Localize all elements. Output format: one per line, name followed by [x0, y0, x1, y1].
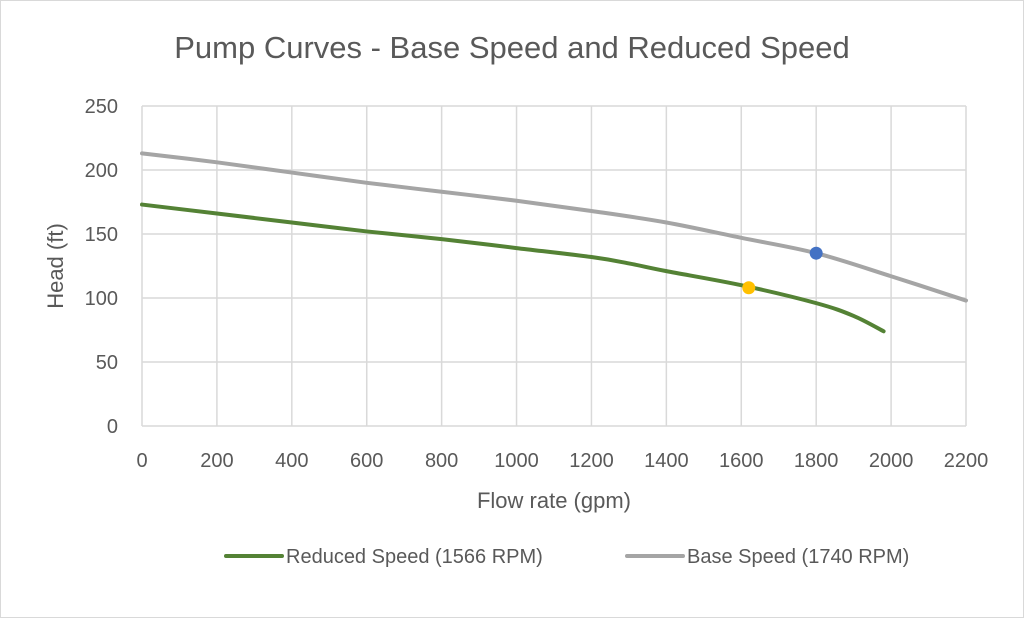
y-tick-label: 200	[85, 160, 118, 182]
x-tick-label: 400	[275, 450, 308, 472]
grid	[141, 105, 967, 427]
x-tick-label: 1600	[719, 450, 764, 472]
y-tick-label: 250	[85, 96, 118, 118]
y-tick-label: 150	[85, 224, 118, 246]
y-tick-label: 100	[85, 288, 118, 310]
series-line-reduced-speed-1566-rpm	[140, 202, 886, 334]
legend-label: Base Speed (1740 RPM)	[687, 546, 909, 568]
y-axis-label: Head (ft)	[43, 223, 68, 309]
legend: Reduced Speed (1566 RPM) Base Speed (1740…	[224, 546, 909, 568]
x-tick-label: 800	[425, 450, 458, 472]
series-line-base-speed-1740-rpm	[140, 151, 968, 303]
reduced-speed-operating-point	[742, 281, 756, 295]
x-axis-ticks: 0 200 400 600 800 1000 1200 1400 1600 1800 2000 220…	[136, 450, 988, 472]
y-tick-label: 0	[107, 416, 118, 438]
series-group	[140, 151, 968, 334]
x-tick-label: 1800	[794, 450, 839, 472]
x-tick-label: 1200	[569, 450, 614, 472]
x-axis-label: Flow rate (gpm)	[477, 488, 631, 513]
legend-label: Reduced Speed (1566 RPM)	[286, 546, 543, 568]
x-tick-label: 200	[200, 450, 233, 472]
x-tick-label: 0	[136, 450, 147, 472]
x-tick-label: 2000	[869, 450, 914, 472]
x-tick-label: 1000	[494, 450, 539, 472]
points-group	[742, 246, 823, 295]
x-tick-label: 2200	[944, 450, 989, 472]
x-tick-label: 1400	[644, 450, 689, 472]
base-speed-operating-point	[809, 246, 823, 260]
y-tick-label: 50	[96, 352, 118, 374]
x-tick-label: 600	[350, 450, 383, 472]
y-axis-ticks: 0 50 100 150 200 250	[85, 96, 118, 438]
chart-title: Pump Curves - Base Speed and Reduced Spe…	[174, 30, 850, 65]
